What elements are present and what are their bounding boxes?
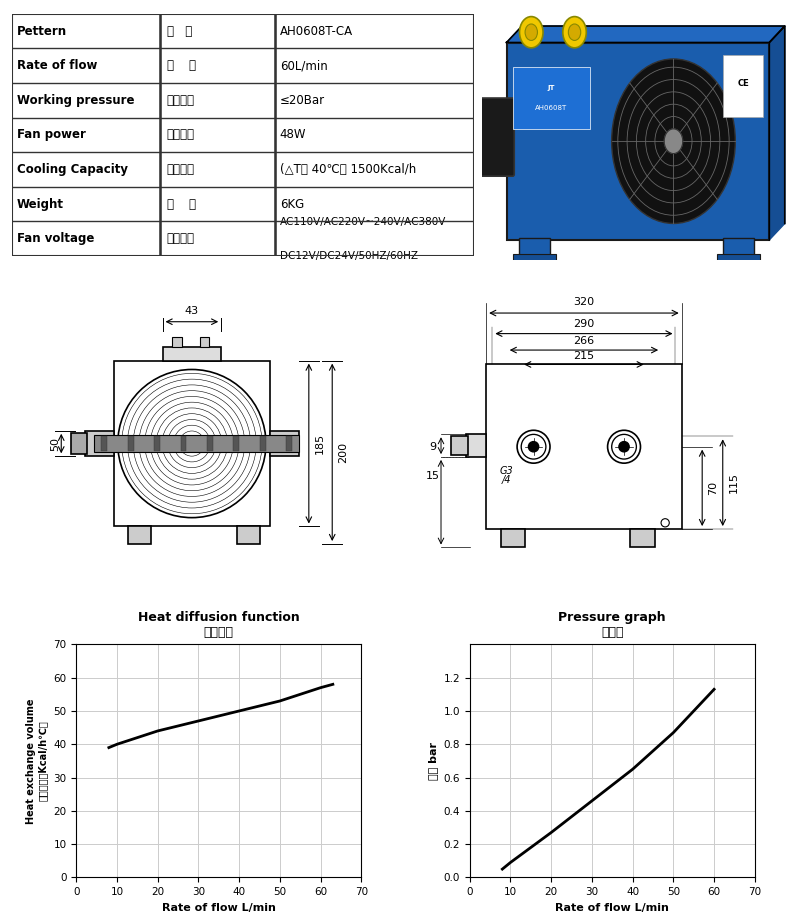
Text: AC110V/AC220V~240V/AC380V: AC110V/AC220V~240V/AC380V [280,217,446,227]
Text: JT: JT [547,85,554,90]
Text: AH0608T: AH0608T [535,105,567,112]
Text: 70: 70 [707,481,718,494]
Bar [451,437,467,455]
Text: 流    量: 流 量 [167,59,196,72]
Text: 风扇功率: 风扇功率 [167,128,194,142]
Bar [630,529,654,547]
Title: Heat diffusion function
散热性能: Heat diffusion function 散热性能 [138,611,299,639]
Bar [180,436,186,452]
Circle shape [188,440,196,448]
Text: Fan voltage: Fan voltage [17,232,94,245]
Text: 48W: 48W [280,128,306,142]
Circle shape [519,16,542,48]
Bar [286,436,292,452]
Text: Working pressure: Working pressure [17,94,134,107]
Circle shape [516,430,549,463]
Bar [163,347,221,361]
Text: 320: 320 [573,297,593,307]
Bar [154,436,160,452]
Text: 风扇电压: 风扇电压 [167,232,194,245]
Circle shape [663,129,682,154]
Bar [172,337,182,347]
FancyBboxPatch shape [476,98,513,176]
X-axis label: Rate of flow L/min
流量（L/min）: Rate of flow L/min 流量（L/min） [162,903,275,914]
Circle shape [618,441,629,452]
Polygon shape [506,26,784,42]
Circle shape [607,430,640,463]
Bar [101,436,107,452]
Bar [71,433,87,454]
Bar [722,238,753,259]
Bar [128,436,133,452]
Text: Pettern: Pettern [17,25,67,37]
Bar [207,436,213,452]
Text: 266: 266 [573,336,593,346]
Bar [518,238,549,259]
FancyBboxPatch shape [506,42,768,239]
Circle shape [525,24,537,40]
Bar [512,68,589,129]
Bar [260,436,265,452]
Bar [512,254,555,265]
Bar [114,361,269,526]
Text: 冷却能力: 冷却能力 [167,163,194,175]
Circle shape [568,24,580,40]
Text: G3: G3 [500,466,513,476]
Text: 200: 200 [338,441,347,462]
Text: 50: 50 [51,437,60,451]
Circle shape [528,441,538,452]
Text: Cooling Capacity: Cooling Capacity [17,163,128,175]
Y-axis label: 压降 bar: 压降 bar [427,742,437,780]
Text: 工作压力: 工作压力 [167,94,194,107]
Bar [716,254,759,265]
Text: (△T： 40℃） 1500Kcal/h: (△T： 40℃） 1500Kcal/h [280,163,415,175]
Bar [233,436,239,452]
Bar [500,529,525,547]
Text: Fan power: Fan power [17,128,86,142]
Title: Pressure graph
压降图: Pressure graph 压降图 [557,611,666,639]
Text: 重    量: 重 量 [167,197,196,210]
Circle shape [660,519,668,526]
Text: 290: 290 [573,320,593,330]
Text: 185: 185 [314,433,324,454]
Circle shape [611,434,636,459]
Bar [269,430,298,456]
Bar [237,526,260,544]
Bar [84,430,114,456]
Text: 43: 43 [184,306,199,316]
Text: 15: 15 [425,471,439,481]
Text: Rate of flow: Rate of flow [17,59,97,72]
Bar [486,365,681,529]
Circle shape [611,58,735,223]
Bar [128,526,151,544]
Bar [465,434,486,457]
Bar [722,55,762,117]
Text: 6KG: 6KG [280,197,304,210]
Text: /4: /4 [501,474,511,484]
Text: ≤20Bar: ≤20Bar [280,94,325,107]
Text: 9: 9 [429,441,435,452]
Text: 215: 215 [573,351,593,361]
Bar [95,435,298,452]
Text: AH0608T-CA: AH0608T-CA [280,25,353,37]
Text: DC12V/DC24V/50HZ/60HZ: DC12V/DC24V/50HZ/60HZ [280,250,417,260]
Text: CE: CE [736,79,748,88]
Polygon shape [768,26,784,239]
Circle shape [520,434,545,459]
Text: 60L/min: 60L/min [280,59,327,72]
Circle shape [562,16,585,48]
Text: 115: 115 [728,473,738,494]
Text: 型   式: 型 式 [167,25,192,37]
X-axis label: Rate of flow L/min
流量（L/min）: Rate of flow L/min 流量（L/min） [555,903,668,914]
Text: Weight: Weight [17,197,63,210]
Bar [200,337,209,347]
Y-axis label: Heat exchange volume
热交换量（Kcal/h℃）: Heat exchange volume 热交换量（Kcal/h℃） [26,698,48,824]
